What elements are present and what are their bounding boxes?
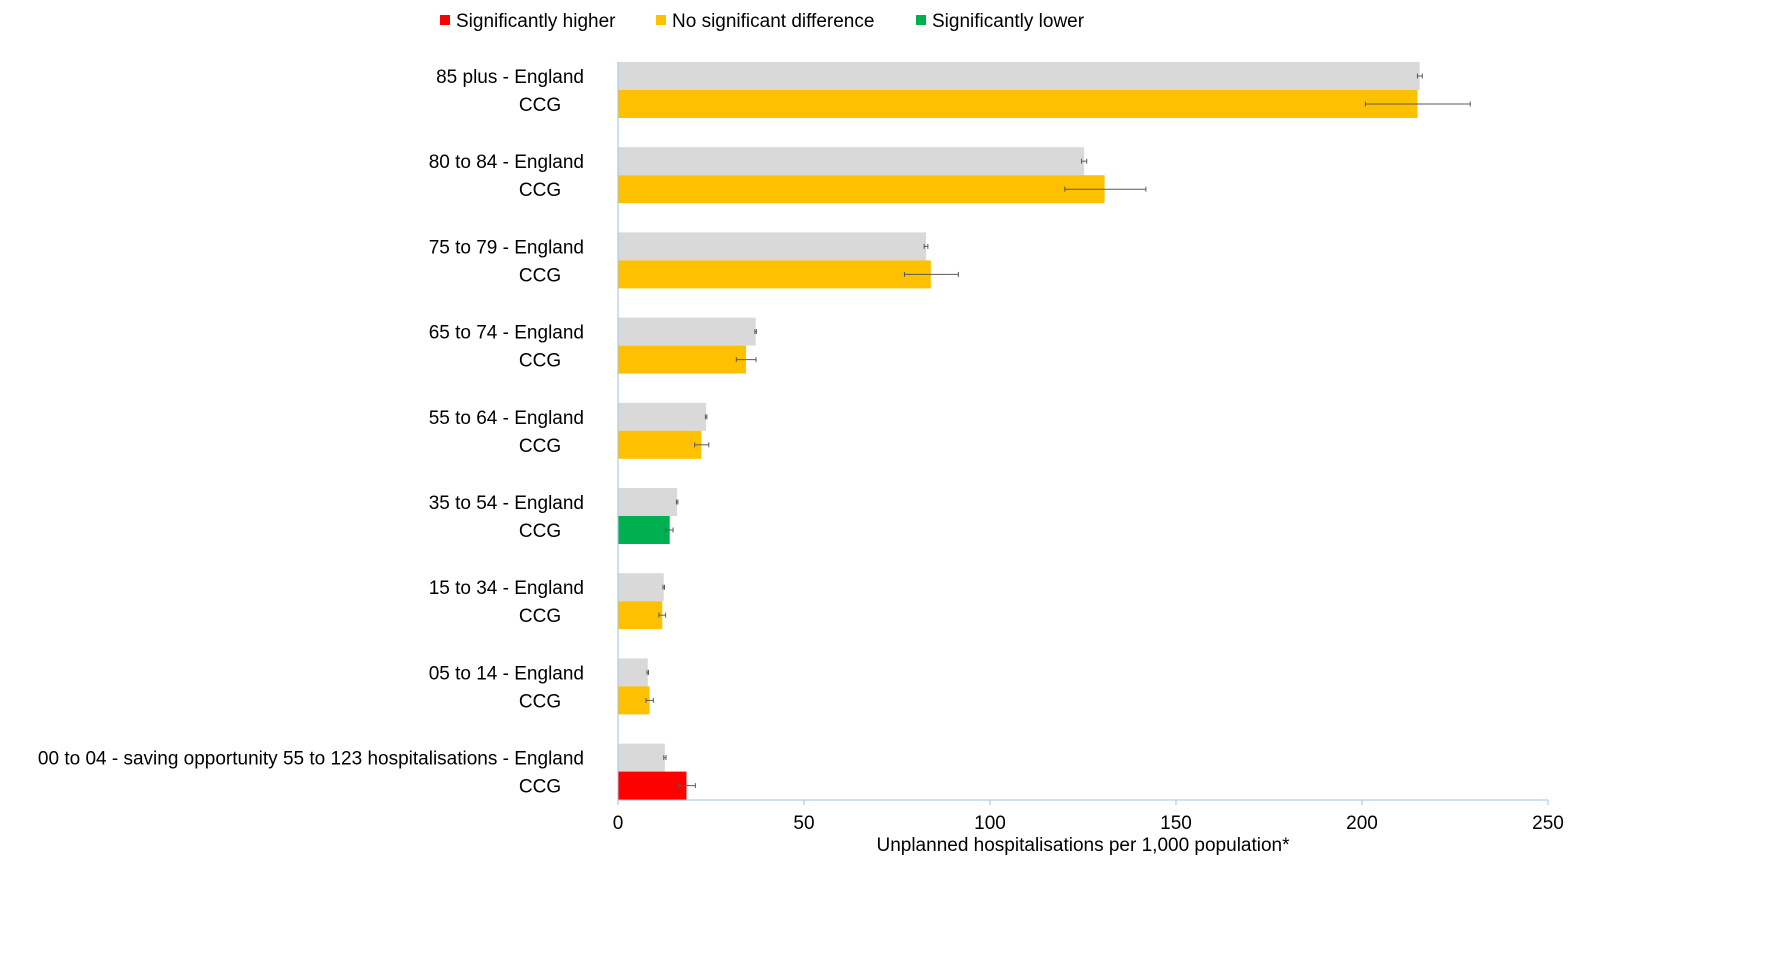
- error-bars: [645, 73, 1471, 789]
- bar-england: [618, 743, 665, 772]
- legend-label: Significantly lower: [932, 11, 1085, 32]
- error-bar: [923, 243, 929, 249]
- category-label-england: 85 plus - England: [436, 67, 584, 88]
- bar-ccg: [618, 686, 650, 715]
- legend-label: Significantly higher: [456, 11, 616, 32]
- category-label-england: 65 to 74 - England: [429, 323, 584, 344]
- category-label-england: 15 to 34 - England: [429, 578, 584, 599]
- bar-ccg: [618, 601, 663, 630]
- category-label-ccg: CCG: [519, 521, 561, 542]
- legend-item: Significantly higher: [440, 11, 616, 32]
- legend-swatch: [440, 15, 450, 25]
- category-label-ccg: CCG: [519, 436, 561, 457]
- legend-swatch: [916, 15, 926, 25]
- category-label-ccg: CCG: [519, 95, 561, 116]
- bar-ccg: [618, 771, 687, 800]
- category-labels: 85 plus - England CCG 80 to 84 - England CC…: [38, 67, 584, 798]
- error-bar: [1064, 186, 1147, 192]
- error-bar: [1081, 158, 1088, 164]
- error-bar: [704, 414, 708, 420]
- category-label-ccg: CCG: [519, 351, 561, 372]
- category-label-ccg: CCG: [519, 265, 561, 286]
- legend-label: No significant difference: [672, 11, 874, 32]
- x-tick-label: 100: [974, 813, 1006, 834]
- bars: [618, 62, 1420, 800]
- error-bar: [735, 357, 757, 363]
- bar-ccg: [618, 345, 746, 374]
- error-bar: [754, 329, 757, 335]
- category-label-england: 35 to 54 - England: [429, 493, 584, 514]
- bar-england: [618, 402, 707, 431]
- legend-item: No significant difference: [656, 11, 874, 32]
- bar-ccg: [618, 516, 670, 544]
- bar-england: [618, 147, 1085, 176]
- bar-ccg: [618, 90, 1418, 118]
- bar-ccg: [618, 430, 702, 459]
- error-bar: [645, 697, 654, 703]
- error-bar: [663, 755, 667, 761]
- category-label-england: 75 to 79 - England: [429, 237, 584, 258]
- category-label-england: 00 to 04 - saving opportunity 55 to 123 …: [38, 749, 584, 770]
- bar-england: [618, 232, 927, 261]
- x-tick-label: 200: [1346, 813, 1378, 834]
- error-bar: [903, 271, 959, 277]
- category-label-england: 80 to 84 - England: [429, 152, 584, 173]
- x-axis-title: Unplanned hospitalisations per 1,000 pop…: [876, 835, 1290, 856]
- bar-england: [618, 573, 664, 602]
- x-tick-label: 250: [1532, 813, 1564, 834]
- category-label-ccg: CCG: [519, 606, 561, 627]
- error-bar: [694, 442, 710, 448]
- category-label-england: 05 to 14 - England: [429, 663, 584, 684]
- bar-england: [618, 658, 648, 687]
- error-bar: [658, 612, 667, 618]
- bar-ccg: [618, 175, 1105, 204]
- x-axis: 0 50 100 150 200 250: [613, 62, 1564, 834]
- bar-england: [618, 317, 756, 346]
- error-bar: [675, 499, 679, 505]
- legend: Significantly higher No significant diffe…: [440, 11, 1085, 32]
- category-label-ccg: CCG: [519, 180, 561, 201]
- error-bar: [1416, 73, 1423, 79]
- bar-england: [618, 488, 678, 516]
- category-label-ccg: CCG: [519, 777, 561, 798]
- bar-england: [618, 62, 1420, 90]
- x-tick-label: 50: [793, 813, 814, 834]
- category-label-ccg: CCG: [519, 691, 561, 712]
- error-bar: [646, 669, 650, 675]
- legend-item: Significantly lower: [916, 11, 1085, 32]
- legend-swatch: [656, 15, 666, 25]
- x-tick-label: 0: [613, 813, 624, 834]
- error-bar: [662, 584, 665, 590]
- error-bar: [678, 783, 696, 789]
- bar-ccg: [618, 260, 931, 289]
- error-bar: [665, 527, 674, 533]
- x-tick-label: 150: [1160, 813, 1192, 834]
- error-bar: [1364, 101, 1471, 107]
- category-label-england: 55 to 64 - England: [429, 408, 584, 429]
